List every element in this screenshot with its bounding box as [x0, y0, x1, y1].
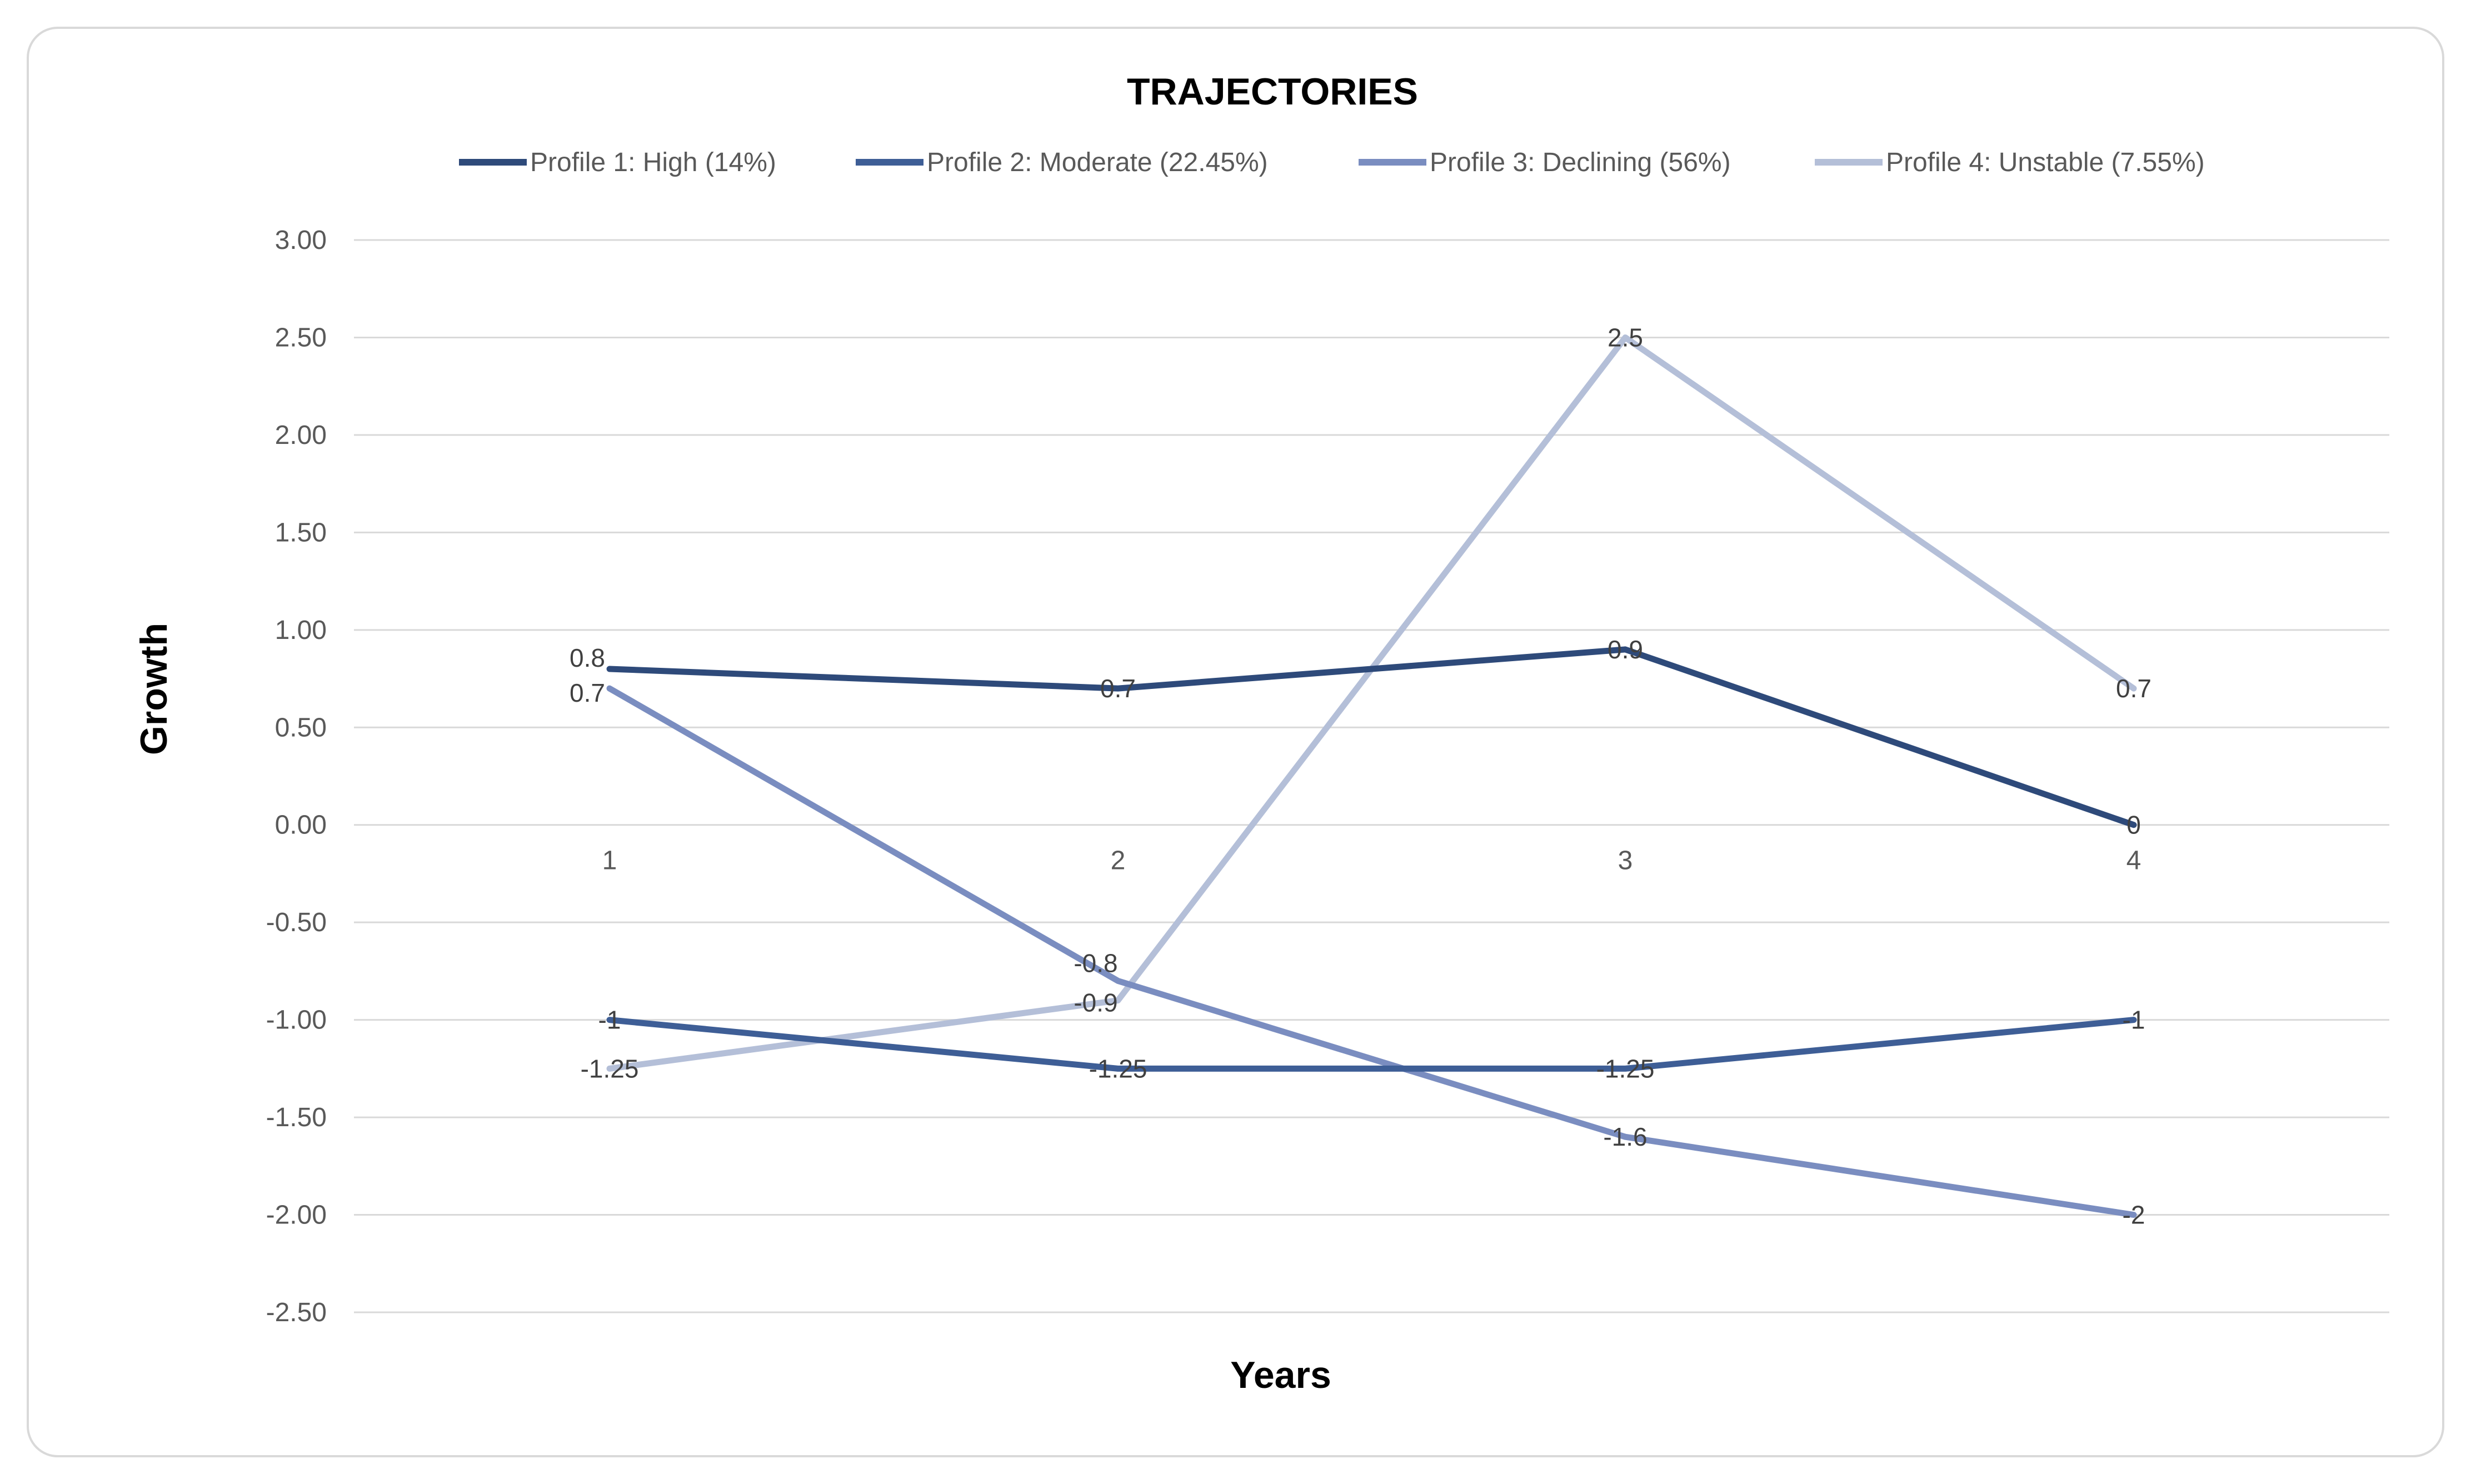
data-label: 2.5 [1608, 323, 1643, 352]
y-tick-label: 3.00 [275, 226, 327, 255]
legend-label: Profile 3: Declining (56%) [1430, 148, 1731, 177]
legend-item: Profile 2: Moderate (22.45%) [856, 148, 1268, 177]
y-tick-label: -0.50 [266, 908, 327, 937]
y-tick-label: 0.50 [275, 713, 327, 742]
y-tick-label: 2.50 [275, 323, 327, 352]
x-tick-label: 1 [602, 846, 617, 876]
y-axis-title: Growth [133, 623, 175, 755]
data-label: 0.9 [1608, 635, 1643, 664]
legend-item: Profile 4: Unstable (7.55%) [1815, 148, 2205, 177]
data-label: -0.8 [1074, 948, 1117, 977]
y-tick-label: 1.50 [275, 518, 327, 547]
data-label: -1 [2123, 1006, 2145, 1035]
x-tick-label: 4 [2126, 846, 2141, 876]
legend-item: Profile 3: Declining (56%) [1359, 148, 1731, 177]
data-label: 0 [2126, 811, 2141, 840]
y-tick-label: 1.00 [275, 616, 327, 645]
data-label: 0.7 [570, 678, 605, 707]
series-line [606, 1017, 2137, 1072]
data-label: 0.7 [2116, 674, 2151, 703]
data-label: -0.9 [1074, 988, 1117, 1017]
legend: Profile 1: High (14%) Profile 2: Moderate… [459, 148, 2205, 177]
x-tick-label: 2 [1111, 846, 1126, 876]
data-label: 0.7 [1100, 674, 1136, 703]
x-tick-label: 3 [1618, 846, 1633, 876]
data-label: -1 [598, 1006, 621, 1035]
data-label: -2 [2123, 1201, 2145, 1230]
series-line [606, 685, 2137, 1218]
data-labels: 0.8 0.7 0.9 0 -1 -1.25 -1.25 -1 0.7 -0.8 -1.6 -2 -1.… [570, 323, 2151, 1229]
gridlines [354, 239, 2389, 1313]
data-label: -1.25 [1596, 1054, 1655, 1083]
y-tick-label: 0.00 [275, 811, 327, 840]
y-tick-label: -2.00 [266, 1201, 327, 1230]
series-line [606, 646, 2137, 828]
data-label: 0.8 [570, 643, 605, 672]
chart-frame [27, 27, 2444, 1457]
legend-label: Profile 1: High (14%) [530, 148, 776, 177]
legend-item: Profile 1: High (14%) [459, 148, 776, 177]
y-tick-label: -1.00 [266, 1006, 327, 1035]
legend-label: Profile 4: Unstable (7.55%) [1886, 148, 2205, 177]
y-tick-label: 2.00 [275, 421, 327, 450]
series-lines [606, 334, 2137, 1218]
y-tick-label: -2.50 [266, 1298, 327, 1327]
data-label: -1.25 [1089, 1054, 1147, 1083]
series-line [606, 334, 2137, 1072]
chart-title: TRAJECTORIES [1127, 71, 1418, 113]
data-label: -1.25 [581, 1054, 639, 1083]
x-axis-ticks: 1 2 3 4 [602, 846, 2141, 876]
y-axis-ticks: 3.00 2.50 2.00 1.50 1.00 0.50 0.00 -0.50 -1.00 -1… [266, 226, 327, 1327]
data-label: -1.6 [1603, 1122, 1647, 1151]
x-axis-title: Years [1230, 1354, 1331, 1396]
y-tick-label: -1.50 [266, 1103, 327, 1132]
legend-label: Profile 2: Moderate (22.45%) [927, 148, 1268, 177]
